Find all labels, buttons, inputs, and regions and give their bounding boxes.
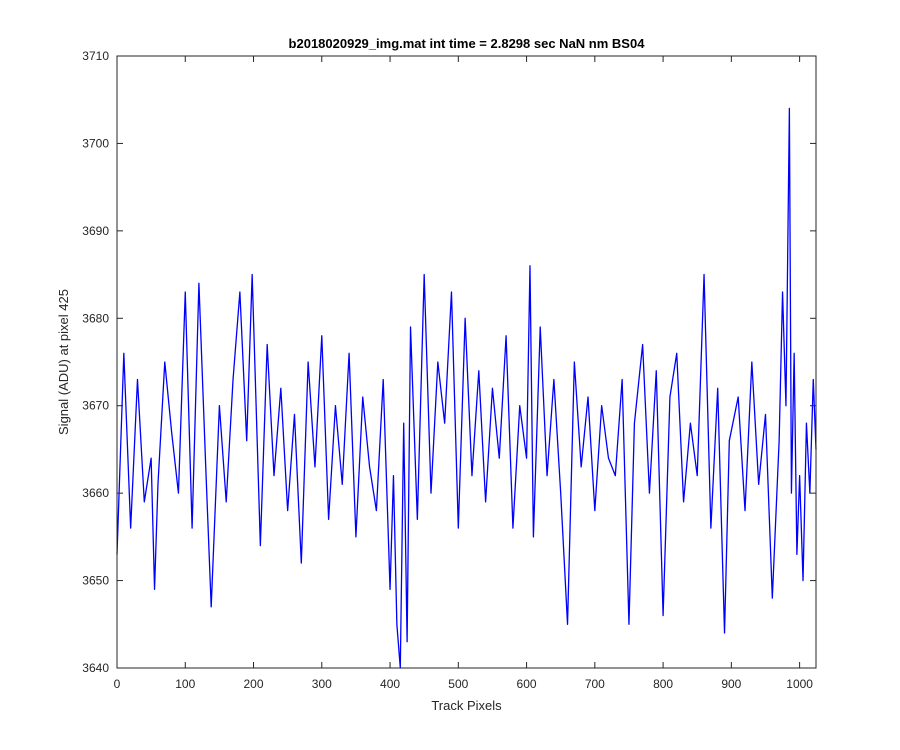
x-tick-label: 700 (585, 677, 605, 691)
y-tick-label: 3710 (82, 49, 109, 63)
axes-box (116, 55, 817, 669)
chart-title: b2018020929_img.mat int time = 2.8298 se… (289, 36, 646, 51)
y-tick-label: 3670 (82, 399, 109, 413)
x-tick-label: 1000 (786, 677, 813, 691)
ticks-layer: 0 100 200 300 400 500 600 700 800 900 1000 3640 3650… (82, 49, 816, 691)
x-tick-label: 900 (721, 677, 741, 691)
y-tick-label: 3690 (82, 224, 109, 238)
x-tick-label: 200 (244, 677, 264, 691)
y-tick-label: 3660 (82, 486, 109, 500)
x-tick-label: 500 (448, 677, 468, 691)
series-line (116, 107, 817, 669)
y-tick-label: 3680 (82, 311, 109, 325)
x-tick-label: 600 (517, 677, 537, 691)
x-axis-label: Track Pixels (431, 698, 502, 713)
y-tick-label: 3650 (82, 574, 109, 588)
x-tick-label: 0 (114, 677, 121, 691)
x-tick-label: 800 (653, 677, 673, 691)
y-tick-label: 3700 (82, 136, 109, 150)
x-tick-label: 300 (312, 677, 332, 691)
x-tick-label: 100 (175, 677, 195, 691)
y-tick-label: 3640 (82, 661, 109, 675)
y-axis-label: Signal (ADU) at pixel 425 (56, 289, 71, 435)
series-layer (116, 107, 817, 669)
x-tick-label: 400 (380, 677, 400, 691)
